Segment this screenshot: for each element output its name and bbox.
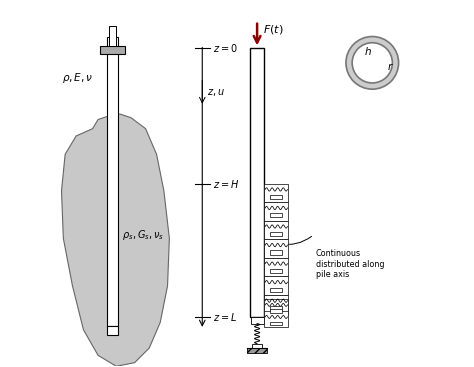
Bar bbox=[270, 195, 283, 199]
Text: Continuous
distributed along
pile axis: Continuous distributed along pile axis bbox=[316, 249, 384, 279]
Bar bbox=[270, 321, 283, 325]
Text: $z, u$: $z, u$ bbox=[207, 87, 225, 98]
Bar bbox=[264, 295, 288, 313]
Text: $h$: $h$ bbox=[364, 45, 372, 57]
Bar bbox=[264, 312, 288, 327]
Bar bbox=[270, 213, 283, 217]
Bar bbox=[107, 326, 118, 335]
Bar bbox=[264, 202, 288, 221]
Bar bbox=[252, 344, 262, 348]
Text: $z = L$: $z = L$ bbox=[212, 311, 237, 323]
Text: $\rho, E, \nu$: $\rho, E, \nu$ bbox=[62, 71, 93, 85]
Bar bbox=[264, 276, 288, 295]
Bar bbox=[250, 48, 264, 317]
Text: $F(t)$: $F(t)$ bbox=[264, 23, 284, 36]
Bar bbox=[270, 287, 283, 292]
Bar bbox=[270, 306, 283, 310]
Circle shape bbox=[346, 37, 399, 89]
Bar bbox=[270, 232, 283, 236]
Bar bbox=[270, 309, 283, 313]
Bar bbox=[264, 299, 288, 315]
Bar bbox=[264, 221, 288, 239]
Text: $z = 0$: $z = 0$ bbox=[212, 42, 237, 54]
Bar bbox=[107, 37, 118, 326]
Bar bbox=[270, 250, 283, 255]
Text: $r$: $r$ bbox=[387, 61, 393, 72]
Bar bbox=[247, 348, 267, 353]
Bar bbox=[109, 26, 116, 46]
Bar bbox=[251, 317, 264, 324]
Text: $z = H$: $z = H$ bbox=[212, 178, 239, 189]
Circle shape bbox=[352, 43, 392, 83]
Bar bbox=[264, 184, 288, 202]
Text: $\rho_s, G_s, \nu_s$: $\rho_s, G_s, \nu_s$ bbox=[122, 228, 164, 242]
Polygon shape bbox=[62, 114, 169, 366]
Bar bbox=[264, 258, 288, 276]
Bar bbox=[270, 269, 283, 273]
Bar bbox=[100, 46, 126, 54]
Bar bbox=[264, 239, 288, 258]
